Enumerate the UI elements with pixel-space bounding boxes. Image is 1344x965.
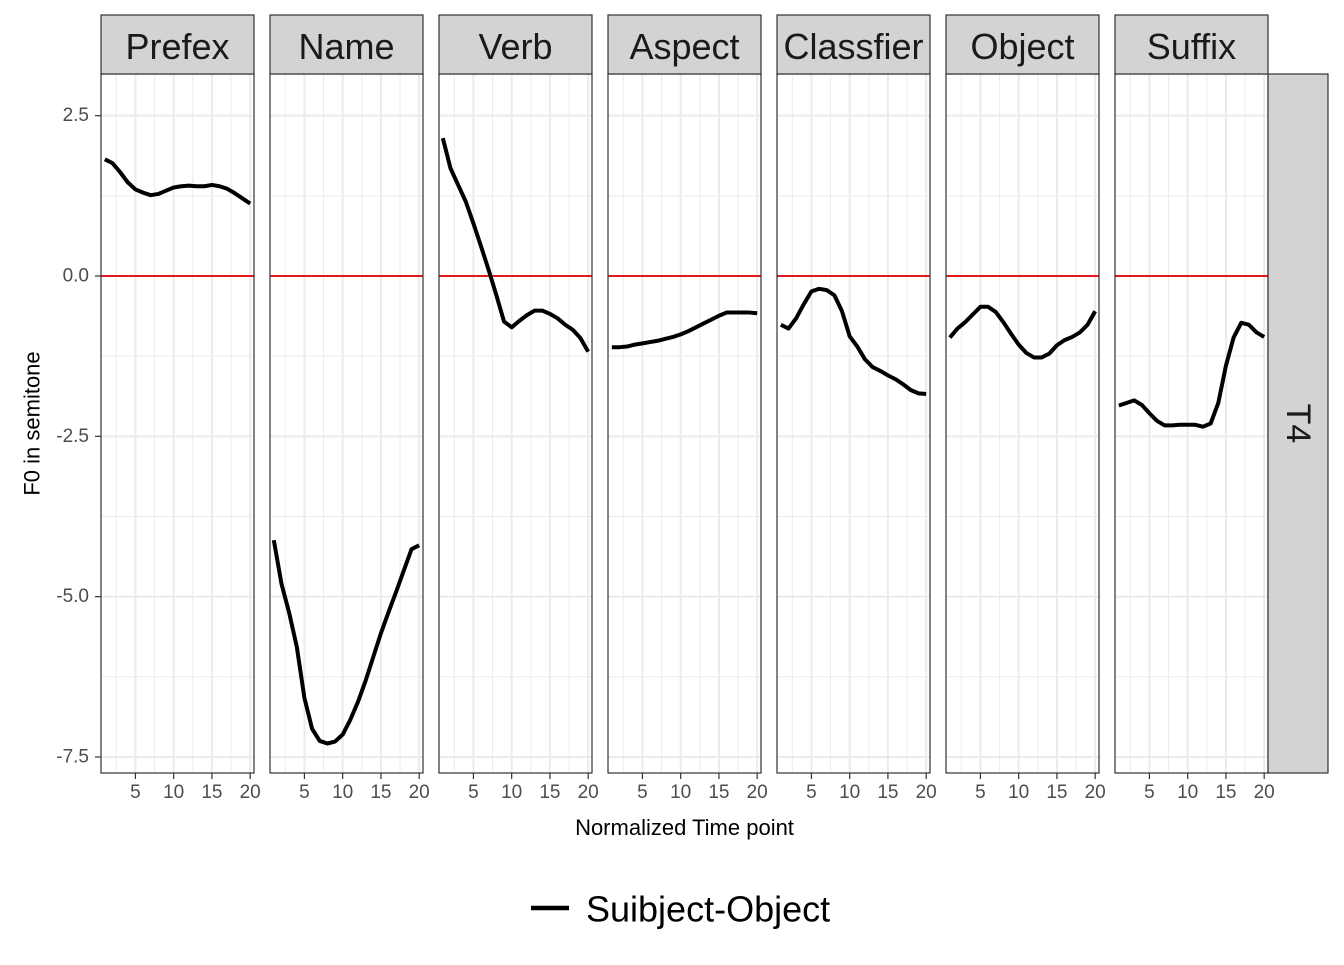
series-line-aspect bbox=[611, 310, 758, 350]
panel-name: Name 5 10 15 20 bbox=[269, 14, 430, 803]
y-tick-label: -2.5 bbox=[56, 426, 89, 447]
x-tick-label: 15 bbox=[1046, 782, 1067, 803]
x-tick-label: 5 bbox=[468, 782, 479, 803]
facet-strip-box bbox=[776, 14, 931, 75]
x-tick-label: 15 bbox=[539, 782, 560, 803]
x-tick-label: 20 bbox=[409, 782, 430, 803]
facet-strip-label: Prefex bbox=[125, 26, 229, 67]
series-line-name bbox=[271, 539, 421, 746]
y-tick-label: -7.5 bbox=[56, 746, 89, 767]
legend: Suibject-Object bbox=[531, 889, 830, 930]
panel-background bbox=[439, 74, 592, 773]
facet-strip-box bbox=[100, 14, 255, 75]
series-line-verb bbox=[440, 137, 590, 353]
x-tick-label: 15 bbox=[708, 782, 729, 803]
panel-prefex: Prefex 5 10 15 20 bbox=[100, 14, 261, 803]
x-tick-label: 20 bbox=[916, 782, 937, 803]
x-axis-title: Normalized Time point bbox=[575, 815, 794, 840]
facet-strip-box bbox=[945, 14, 1100, 75]
x-tick-label: 5 bbox=[1144, 782, 1155, 803]
panel-background bbox=[777, 74, 930, 773]
x-tick-label: 15 bbox=[877, 782, 898, 803]
x-tick-label: 10 bbox=[501, 782, 522, 803]
series-line-classfier bbox=[779, 286, 927, 396]
facet-strip-box bbox=[269, 14, 424, 75]
series-line-object bbox=[948, 304, 1097, 360]
x-tick-label: 20 bbox=[1254, 782, 1275, 803]
x-tick-label: 15 bbox=[370, 782, 391, 803]
y-axis: 2.5 0.0 -2.5 -5.0 -7.5 bbox=[56, 105, 101, 767]
x-tick-label: 10 bbox=[163, 782, 184, 803]
panel-verb: Verb 5 10 15 20 bbox=[438, 14, 599, 803]
row-strip-label: T4 bbox=[1279, 404, 1317, 444]
panel-suffix: Suffix 5 10 15 20 bbox=[1114, 14, 1275, 803]
facet-strip-label: Suffix bbox=[1147, 26, 1236, 67]
x-tick-label: 15 bbox=[1215, 782, 1236, 803]
y-tick-label: 0.0 bbox=[63, 266, 89, 287]
panel-object: Object 5 10 15 20 bbox=[945, 14, 1106, 803]
series-line-suffix bbox=[1118, 320, 1266, 429]
facet-strip-box bbox=[1114, 14, 1269, 75]
legend-entry-label: Suibject-Object bbox=[586, 889, 830, 930]
x-tick-label: 10 bbox=[670, 782, 691, 803]
x-tick-label: 5 bbox=[637, 782, 648, 803]
facet-strip-label: Name bbox=[298, 26, 394, 67]
facet-strip-label: Classfier bbox=[783, 26, 923, 67]
x-tick-label: 10 bbox=[839, 782, 860, 803]
x-tick-label: 20 bbox=[1085, 782, 1106, 803]
panel-classfier: Classfier 5 10 15 20 bbox=[776, 14, 937, 803]
row-strip-box bbox=[1267, 73, 1329, 774]
x-tick-label: 5 bbox=[975, 782, 986, 803]
y-axis-title: F0 in semitone bbox=[20, 351, 45, 495]
x-tick-label: 10 bbox=[1008, 782, 1029, 803]
x-tick-label: 5 bbox=[130, 782, 141, 803]
x-tick-label: 10 bbox=[332, 782, 353, 803]
panel-aspect: Aspect 5 10 15 20 bbox=[607, 14, 768, 803]
facet-strip-label: Aspect bbox=[629, 26, 739, 67]
facet-strip-label: Object bbox=[970, 26, 1074, 67]
facet-strip-label: Verb bbox=[478, 26, 552, 67]
facet-strip-box bbox=[607, 14, 762, 75]
x-tick-label: 20 bbox=[240, 782, 261, 803]
panel-background bbox=[608, 74, 761, 773]
facet-strip-box bbox=[438, 14, 593, 75]
y-tick-label: -5.0 bbox=[56, 586, 89, 607]
x-tick-label: 20 bbox=[578, 782, 599, 803]
panel-background bbox=[946, 74, 1099, 773]
x-tick-label: 15 bbox=[201, 782, 222, 803]
row-strip-layer: T4 bbox=[1267, 73, 1329, 774]
x-tick-label: 10 bbox=[1177, 782, 1198, 803]
x-tick-label: 5 bbox=[806, 782, 817, 803]
series-line-prefex bbox=[103, 157, 252, 206]
x-tick-label: 20 bbox=[747, 782, 768, 803]
x-tick-label: 5 bbox=[299, 782, 310, 803]
panel-background bbox=[270, 74, 423, 773]
y-tick-label: 2.5 bbox=[63, 105, 89, 126]
